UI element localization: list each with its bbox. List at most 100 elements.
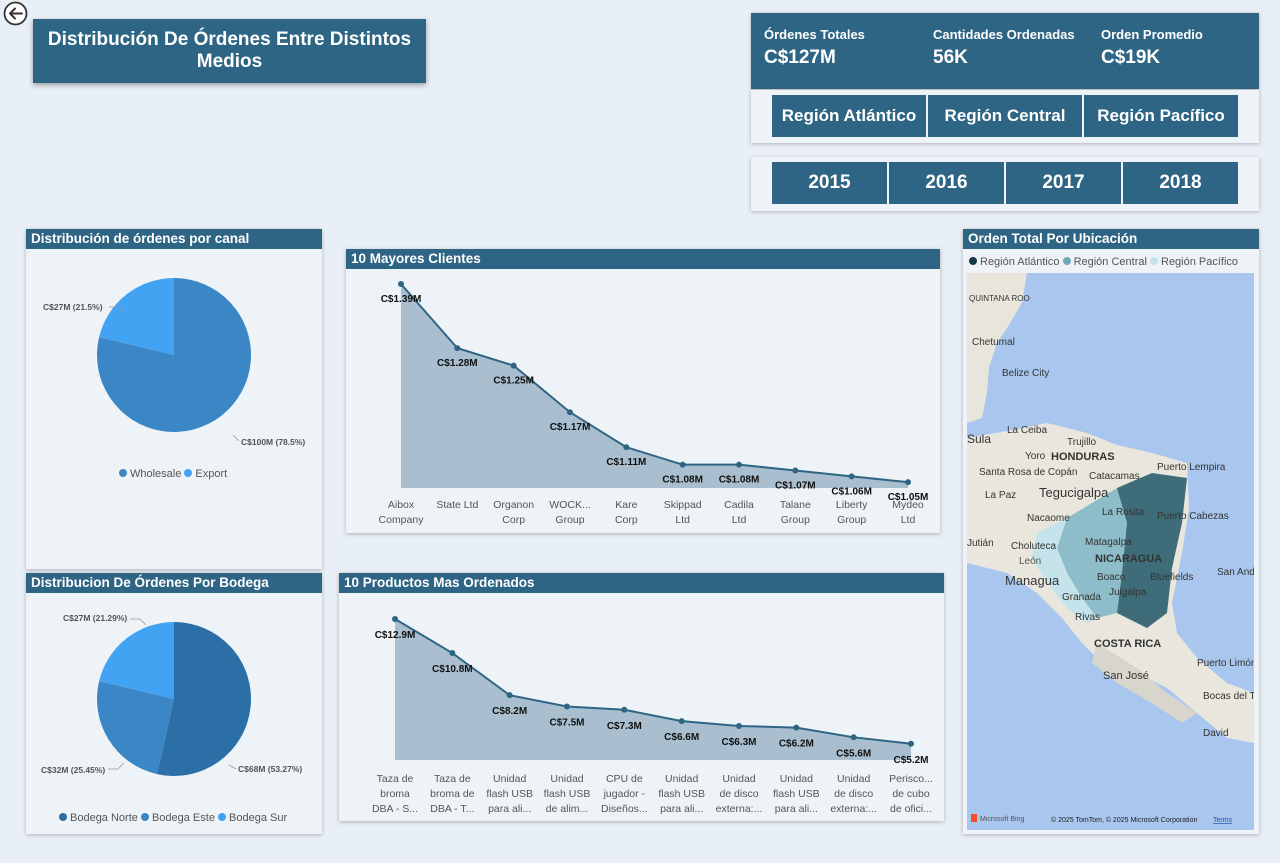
legend-item[interactable]: Export [184, 468, 227, 480]
category-label: Unidad [550, 773, 583, 785]
data-point[interactable] [454, 345, 461, 352]
map-label: Bocas del Toro [1203, 691, 1254, 702]
data-label: C$1.05M [888, 492, 929, 503]
map-label: Santa Rosa de Copán [979, 467, 1077, 478]
legend-item[interactable]: Región Atlántico [969, 256, 1060, 268]
data-point[interactable] [850, 734, 857, 741]
map-canvas[interactable]: QUINTANA ROO Chetumal Belize City La Cei… [967, 273, 1254, 830]
data-point[interactable] [567, 409, 573, 416]
category-label: flash USB [544, 788, 591, 800]
data-point[interactable] [793, 724, 800, 731]
map-label: Juigalpa [1109, 587, 1147, 598]
data-point[interactable] [736, 722, 742, 729]
category-label: Group [837, 514, 866, 526]
map-legend: Región Atlántico Región Central Región P… [969, 256, 1238, 268]
data-point[interactable] [392, 616, 398, 622]
data-point[interactable] [736, 461, 742, 468]
data-point[interactable] [678, 718, 685, 725]
map-label: QUINTANA ROO [969, 294, 1030, 303]
data-point[interactable] [908, 740, 914, 747]
map-label: La Rosita [1102, 507, 1145, 518]
legend-item[interactable]: Bodega Este [140, 812, 215, 824]
year-2016-button[interactable]: 2016 [889, 162, 1006, 204]
data-label: C$7.3M [607, 721, 642, 732]
region-central-button[interactable]: Región Central [928, 95, 1084, 137]
category-label: flash USB [773, 788, 820, 800]
map-label: Boaco [1097, 572, 1126, 583]
legend-item[interactable]: Wholesale [119, 468, 181, 480]
data-label: C$1.39M [381, 294, 422, 305]
legend-item[interactable]: Región Central [1062, 256, 1147, 268]
legend-item[interactable]: Región Pacífico [1150, 256, 1238, 268]
map-label: Catacamas [1089, 471, 1140, 482]
legend-label: Bodega Sur [229, 812, 288, 824]
back-arrow-icon[interactable] [3, 1, 28, 26]
map-label: Rivas [1075, 612, 1100, 623]
category-label: State Ltd [436, 499, 478, 511]
data-point[interactable] [398, 281, 404, 287]
pie-slice[interactable] [96, 681, 174, 775]
map-label: Puerto Lempira [1157, 462, 1226, 473]
map-label: Matagalpa [1085, 537, 1132, 548]
data-point[interactable] [506, 692, 513, 699]
category-label: de disco [719, 788, 758, 800]
legend-dot-icon [1062, 257, 1071, 265]
category-label: externa:... [716, 803, 763, 815]
map-label: Tegucigalpa [1039, 485, 1109, 500]
data-label: C$68M (53.27%) [238, 764, 302, 774]
top-clients-panel: 10 Mayores Clientes C$1.39M Aibox Company C… [346, 249, 940, 533]
data-point[interactable] [848, 473, 855, 480]
data-point[interactable] [905, 479, 911, 486]
category-label: Group [555, 514, 584, 526]
category-label: CPU de [606, 773, 643, 785]
region-pacifico-button[interactable]: Región Pacífico [1084, 95, 1238, 137]
map-label: Chetumal [972, 337, 1015, 348]
data-label: C$12.9M [375, 630, 416, 641]
map-label: Yoro [1025, 451, 1046, 462]
data-point[interactable] [792, 467, 799, 474]
category-label: broma [380, 788, 410, 800]
data-label: C$27M (21.29%) [63, 613, 127, 623]
region-atlantico-shape[interactable] [1117, 473, 1187, 628]
category-label: de alim... [546, 803, 589, 815]
map-label: NICARAGUA [1095, 553, 1162, 565]
category-label: flash USB [486, 788, 533, 800]
data-point[interactable] [621, 706, 628, 713]
map-terms-link[interactable]: Terms [1213, 817, 1233, 824]
pie-slice[interactable] [156, 622, 251, 776]
legend-dot-icon [969, 257, 977, 265]
category-label: Skippad [664, 499, 702, 511]
category-label: Cadila [724, 499, 754, 511]
region-pacifico-shape[interactable] [1032, 518, 1097, 623]
legend-label: Bodega Este [151, 812, 215, 824]
pie-slice[interactable] [99, 622, 174, 699]
map-label: Choluteca [1011, 541, 1056, 552]
data-label: C$10.8M [432, 664, 473, 675]
kpi-label: Orden Promedio [1101, 27, 1203, 42]
data-point[interactable] [449, 650, 456, 657]
legend-item[interactable]: Bodega Norte [59, 812, 138, 824]
region-atlantico-button[interactable]: Región Atlántico [772, 95, 928, 137]
category-label: WOCK... [549, 499, 590, 511]
map-label: La Ceiba [1007, 425, 1047, 436]
year-2015-button[interactable]: 2015 [772, 162, 889, 204]
data-label: C$1.08M [719, 475, 760, 486]
data-label: C$1.25M [493, 376, 534, 387]
data-label: C$6.6M [664, 732, 699, 743]
leader-line [109, 306, 125, 314]
series-line [394, 618, 912, 745]
data-point[interactable] [564, 703, 570, 710]
category-label: Organon [493, 499, 534, 511]
data-point[interactable] [679, 461, 686, 468]
category-label: Unidad [722, 773, 755, 785]
kpi-label: Órdenes Totales [764, 27, 865, 42]
category-label: para ali... [488, 803, 531, 815]
pie-slice[interactable] [99, 278, 174, 355]
data-point[interactable] [623, 444, 630, 451]
warehouse-pie-chart: C$68M (53.27%) C$32M (25.45%) C$27M (21.29… [41, 613, 302, 776]
year-2017-button[interactable]: 2017 [1006, 162, 1123, 204]
legend-item[interactable]: Bodega Sur [218, 812, 287, 824]
data-point[interactable] [510, 362, 517, 369]
year-2018-button[interactable]: 2018 [1123, 162, 1238, 204]
category-label: para ali... [660, 803, 703, 815]
